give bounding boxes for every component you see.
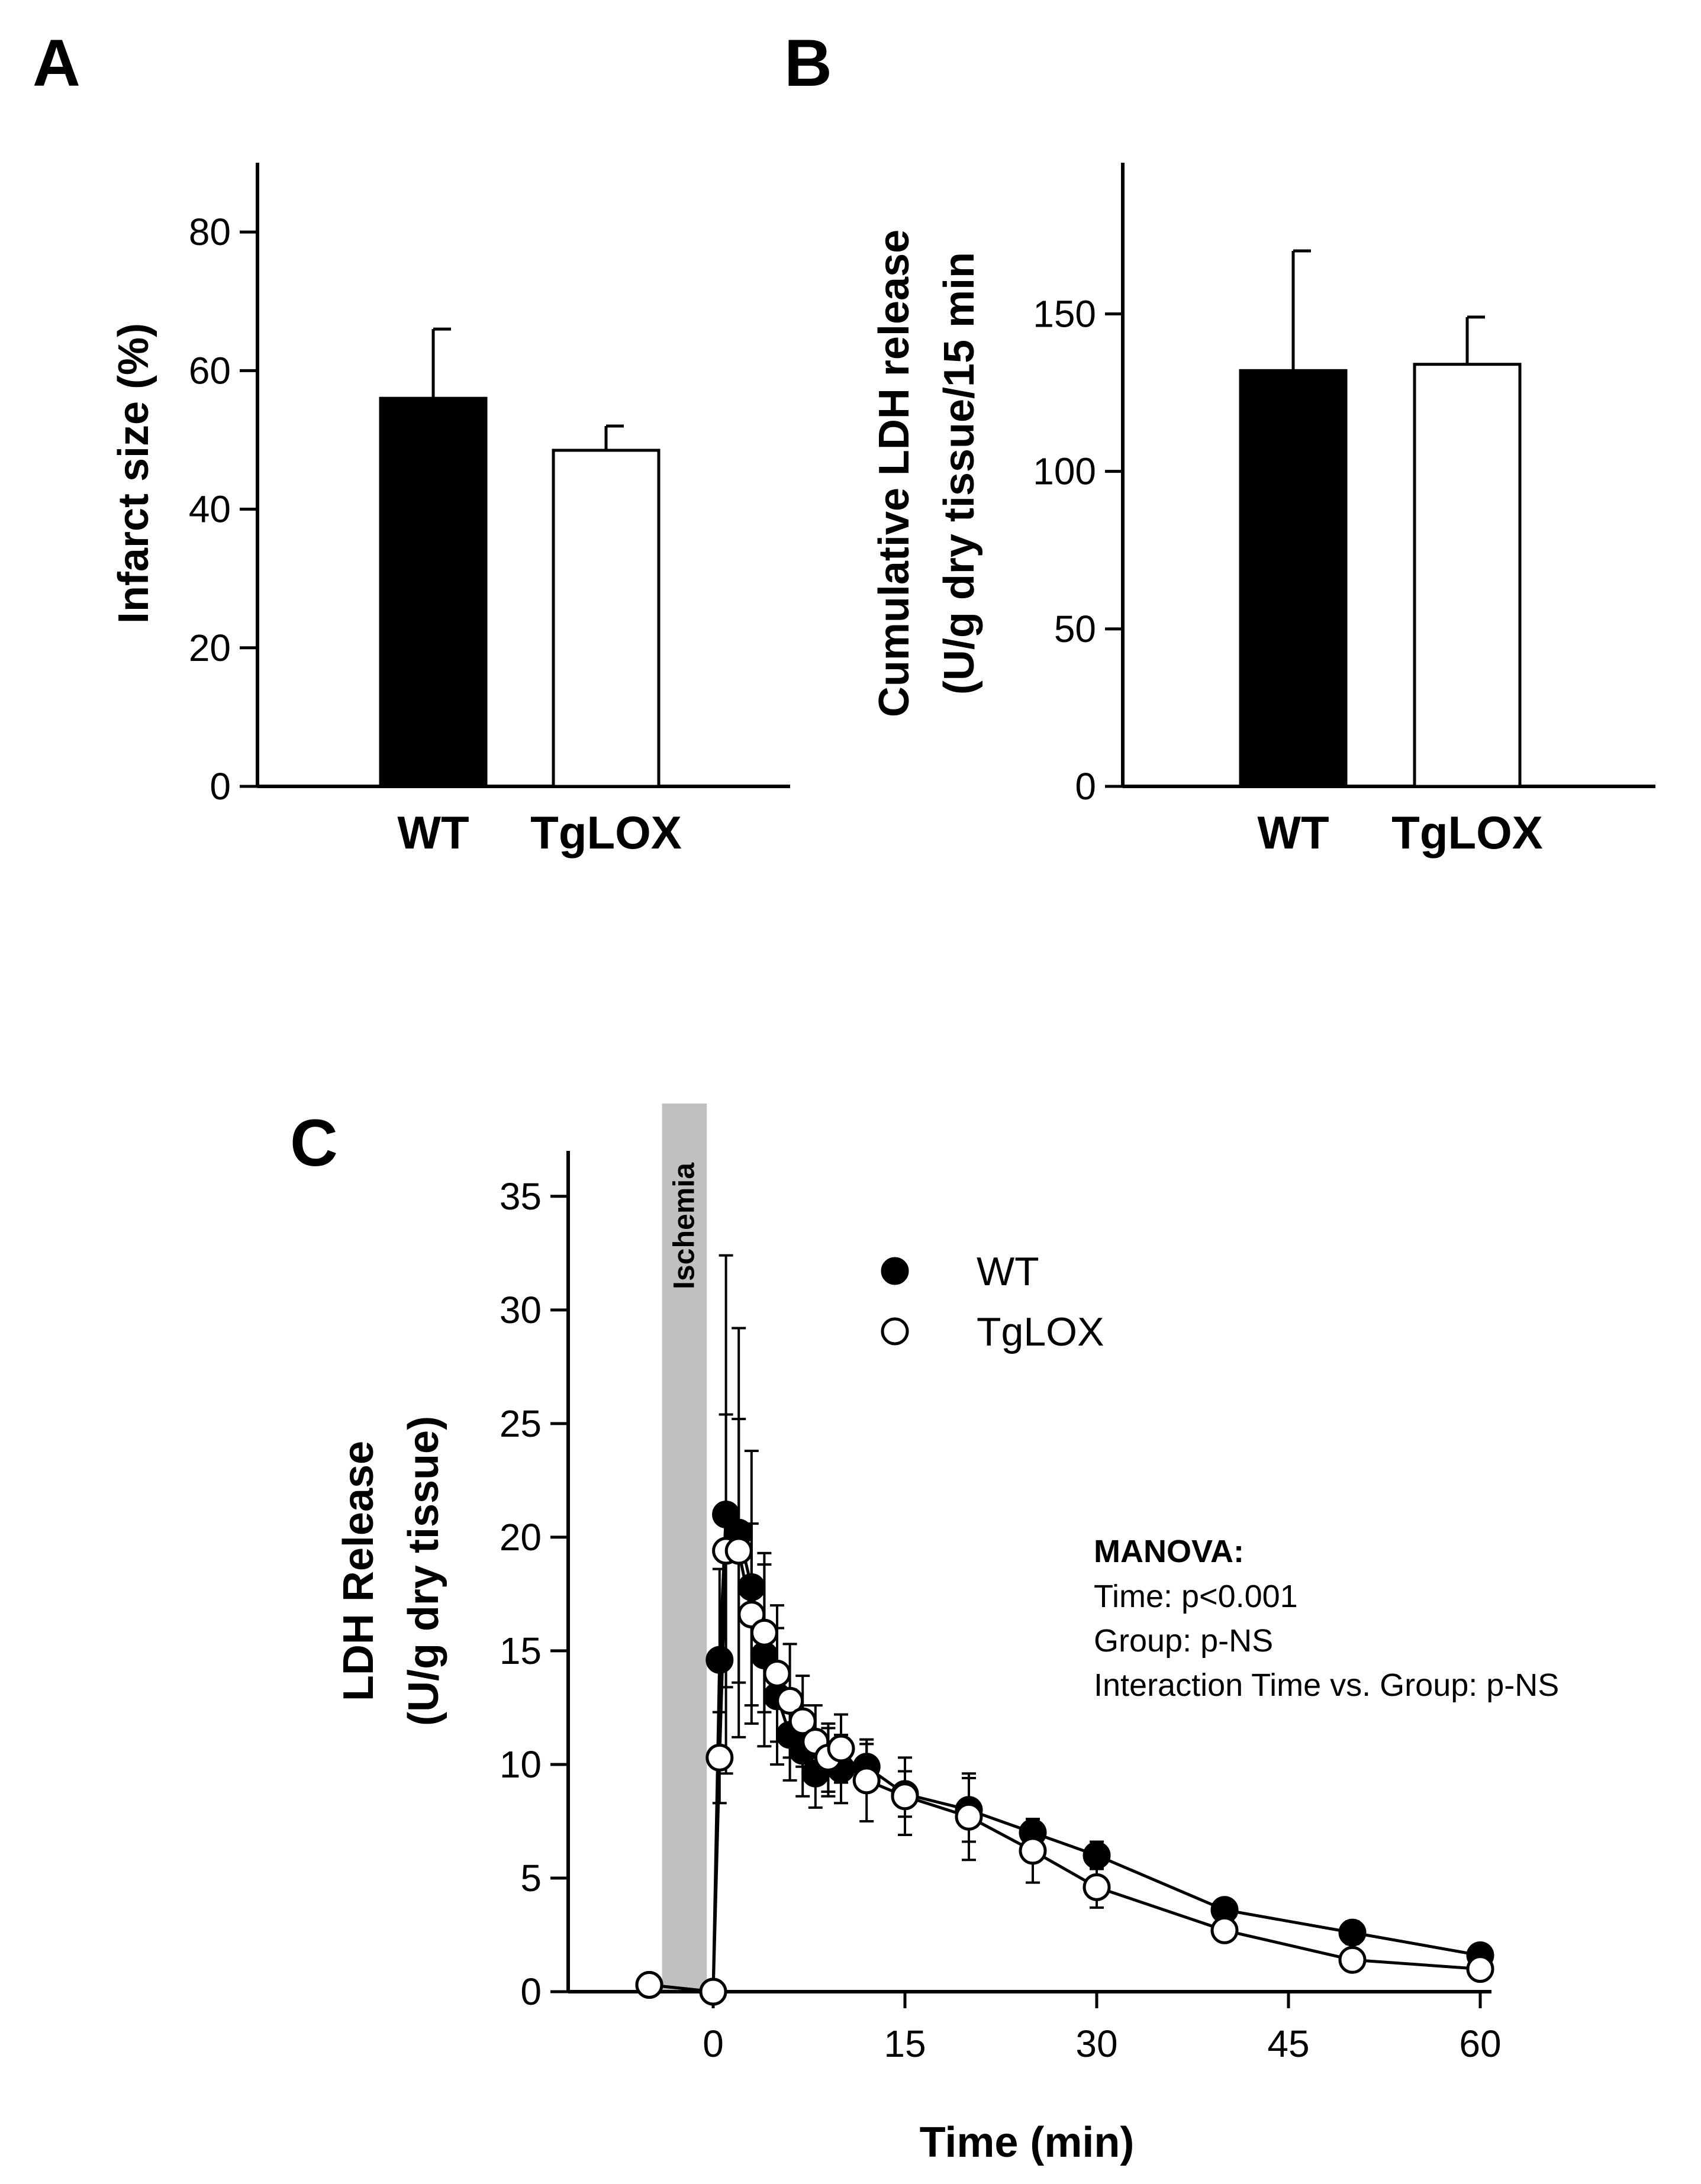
panel-a: A Infarct size (%) 0 20 40 60 80 WT TgLOX xyxy=(33,26,790,859)
panel-c-label: C xyxy=(290,1106,338,1180)
panel-b-ytick-label: 50 xyxy=(1054,608,1096,650)
manova-annotation: MANOVA: Time: p<0.001 Group: p-NS Interacti… xyxy=(1094,1534,1559,1703)
panel-c-chart: Ischemia 0 5 10 15 20 25 30 35 0 15 30 45 60 Time (min… xyxy=(335,1104,1559,2166)
panel-c-ylabel-line2: (U/g dry tissue) xyxy=(400,1416,447,1726)
data-point-tglox xyxy=(763,1659,791,1688)
panel-b-category-label: TgLOX xyxy=(1391,807,1543,859)
panel-b-bar-wt xyxy=(1239,369,1348,788)
manova-line: Group: p-NS xyxy=(1094,1623,1273,1659)
panel-c-xtick-label: 60 xyxy=(1459,2022,1501,2065)
data-point-wt xyxy=(1083,1841,1111,1870)
panel-b-ytick-label: 150 xyxy=(1033,293,1096,335)
panel-c-xlabel: Time (min) xyxy=(920,2119,1135,2166)
legend-label-wt: WT xyxy=(977,1249,1039,1294)
ischemia-shaded-region xyxy=(662,1104,707,1992)
panel-b-ytick-label: 0 xyxy=(1075,765,1096,808)
data-point-tglox xyxy=(955,1802,983,1831)
panel-a-category-label: TgLOX xyxy=(530,807,682,859)
panel-c-ytick-label: 10 xyxy=(500,1743,542,1786)
data-point-tglox xyxy=(852,1766,881,1795)
data-point-tglox xyxy=(750,1618,778,1647)
data-point-tglox xyxy=(635,1970,663,1999)
data-point-tglox xyxy=(1019,1837,1047,1865)
data-point-tglox xyxy=(705,1743,734,1772)
data-point-tglox xyxy=(724,1537,753,1565)
data-point-wt xyxy=(705,1646,734,1674)
data-point-tglox xyxy=(1083,1873,1111,1901)
panel-a-ytick-label: 0 xyxy=(210,765,231,808)
data-point-tglox xyxy=(1466,1955,1494,1983)
panel-a-ytick-label: 40 xyxy=(189,488,231,531)
data-point-tglox xyxy=(891,1782,919,1811)
legend-marker-wt xyxy=(881,1257,909,1285)
manova-title: MANOVA: xyxy=(1094,1534,1244,1569)
panel-b-label: B xyxy=(784,26,832,100)
data-point-tglox xyxy=(788,1707,817,1735)
panel-c-xtick-label: 30 xyxy=(1075,2022,1117,2065)
panel-b-ylabel-line2: (U/g dry tissue/15 min xyxy=(936,252,983,695)
manova-line: Interaction Time vs. Group: p-NS xyxy=(1094,1667,1559,1703)
panel-c-ytick-label: 0 xyxy=(520,1970,542,2013)
data-point-tglox xyxy=(1338,1946,1367,1974)
manova-line: Time: p<0.001 xyxy=(1094,1579,1298,1614)
panel-a-label: A xyxy=(33,26,80,100)
panel-c: C Ischemia 0 5 10 15 20 25 30 35 0 15 30 45 60 Time (m… xyxy=(290,1104,1559,2166)
data-point-tglox xyxy=(699,1977,727,2006)
legend-label-tglox: TgLOX xyxy=(977,1309,1104,1354)
panel-a-ylabel-text: Infarct size (%) xyxy=(110,323,157,624)
panel-a-ytick-label: 60 xyxy=(189,349,231,392)
panel-c-xtick-label: 0 xyxy=(703,2022,724,2065)
panel-b-bar-tglox xyxy=(1413,363,1522,788)
panel-c-ytick-label: 15 xyxy=(500,1630,542,1672)
panel-c-xtick-label: 15 xyxy=(884,2022,926,2065)
panel-b-chart: 0 50 100 150 WT TgLOX Cumulative LDH release (U… xyxy=(871,163,1655,859)
panel-c-legend: WT TgLOX xyxy=(881,1249,1104,1354)
panel-a-category-label: WT xyxy=(397,807,469,859)
panel-a-bar-tglox xyxy=(552,449,661,788)
panel-c-ytick-label: 25 xyxy=(500,1402,542,1445)
panel-c-ylabel-line1: LDH Release xyxy=(335,1441,382,1701)
data-point-tglox xyxy=(1210,1916,1239,1944)
legend-marker-tglox xyxy=(881,1317,909,1346)
panel-b-ylabel-line1: Cumulative LDH release xyxy=(871,230,918,717)
panel-b-ytick-label: 100 xyxy=(1033,450,1096,493)
panel-a-chart: 0 20 40 60 80 WT TgLOX xyxy=(189,163,790,859)
panel-c-ytick-label: 20 xyxy=(500,1516,542,1559)
panel-a-ytick-label: 20 xyxy=(189,627,231,669)
panel-c-ytick-label: 5 xyxy=(520,1857,542,1899)
panel-b: B 0 50 100 150 WT TgLOX Cumulative LDH release… xyxy=(784,26,1655,859)
ischemia-label: Ischemia xyxy=(667,1162,700,1289)
panel-c-xtick-label: 45 xyxy=(1267,2022,1309,2065)
panel-c-ytick-label: 35 xyxy=(500,1175,542,1218)
panel-a-ylabel: Infarct size (%) xyxy=(110,323,157,624)
data-point-tglox xyxy=(776,1686,804,1715)
panel-c-ytick-label: 30 xyxy=(500,1289,542,1331)
panel-b-category-label: WT xyxy=(1257,807,1329,859)
data-point-tglox xyxy=(827,1734,855,1763)
data-point-wt xyxy=(1338,1918,1367,1947)
panel-a-bar-wt xyxy=(379,396,488,788)
panel-a-ytick-label: 80 xyxy=(189,211,231,253)
